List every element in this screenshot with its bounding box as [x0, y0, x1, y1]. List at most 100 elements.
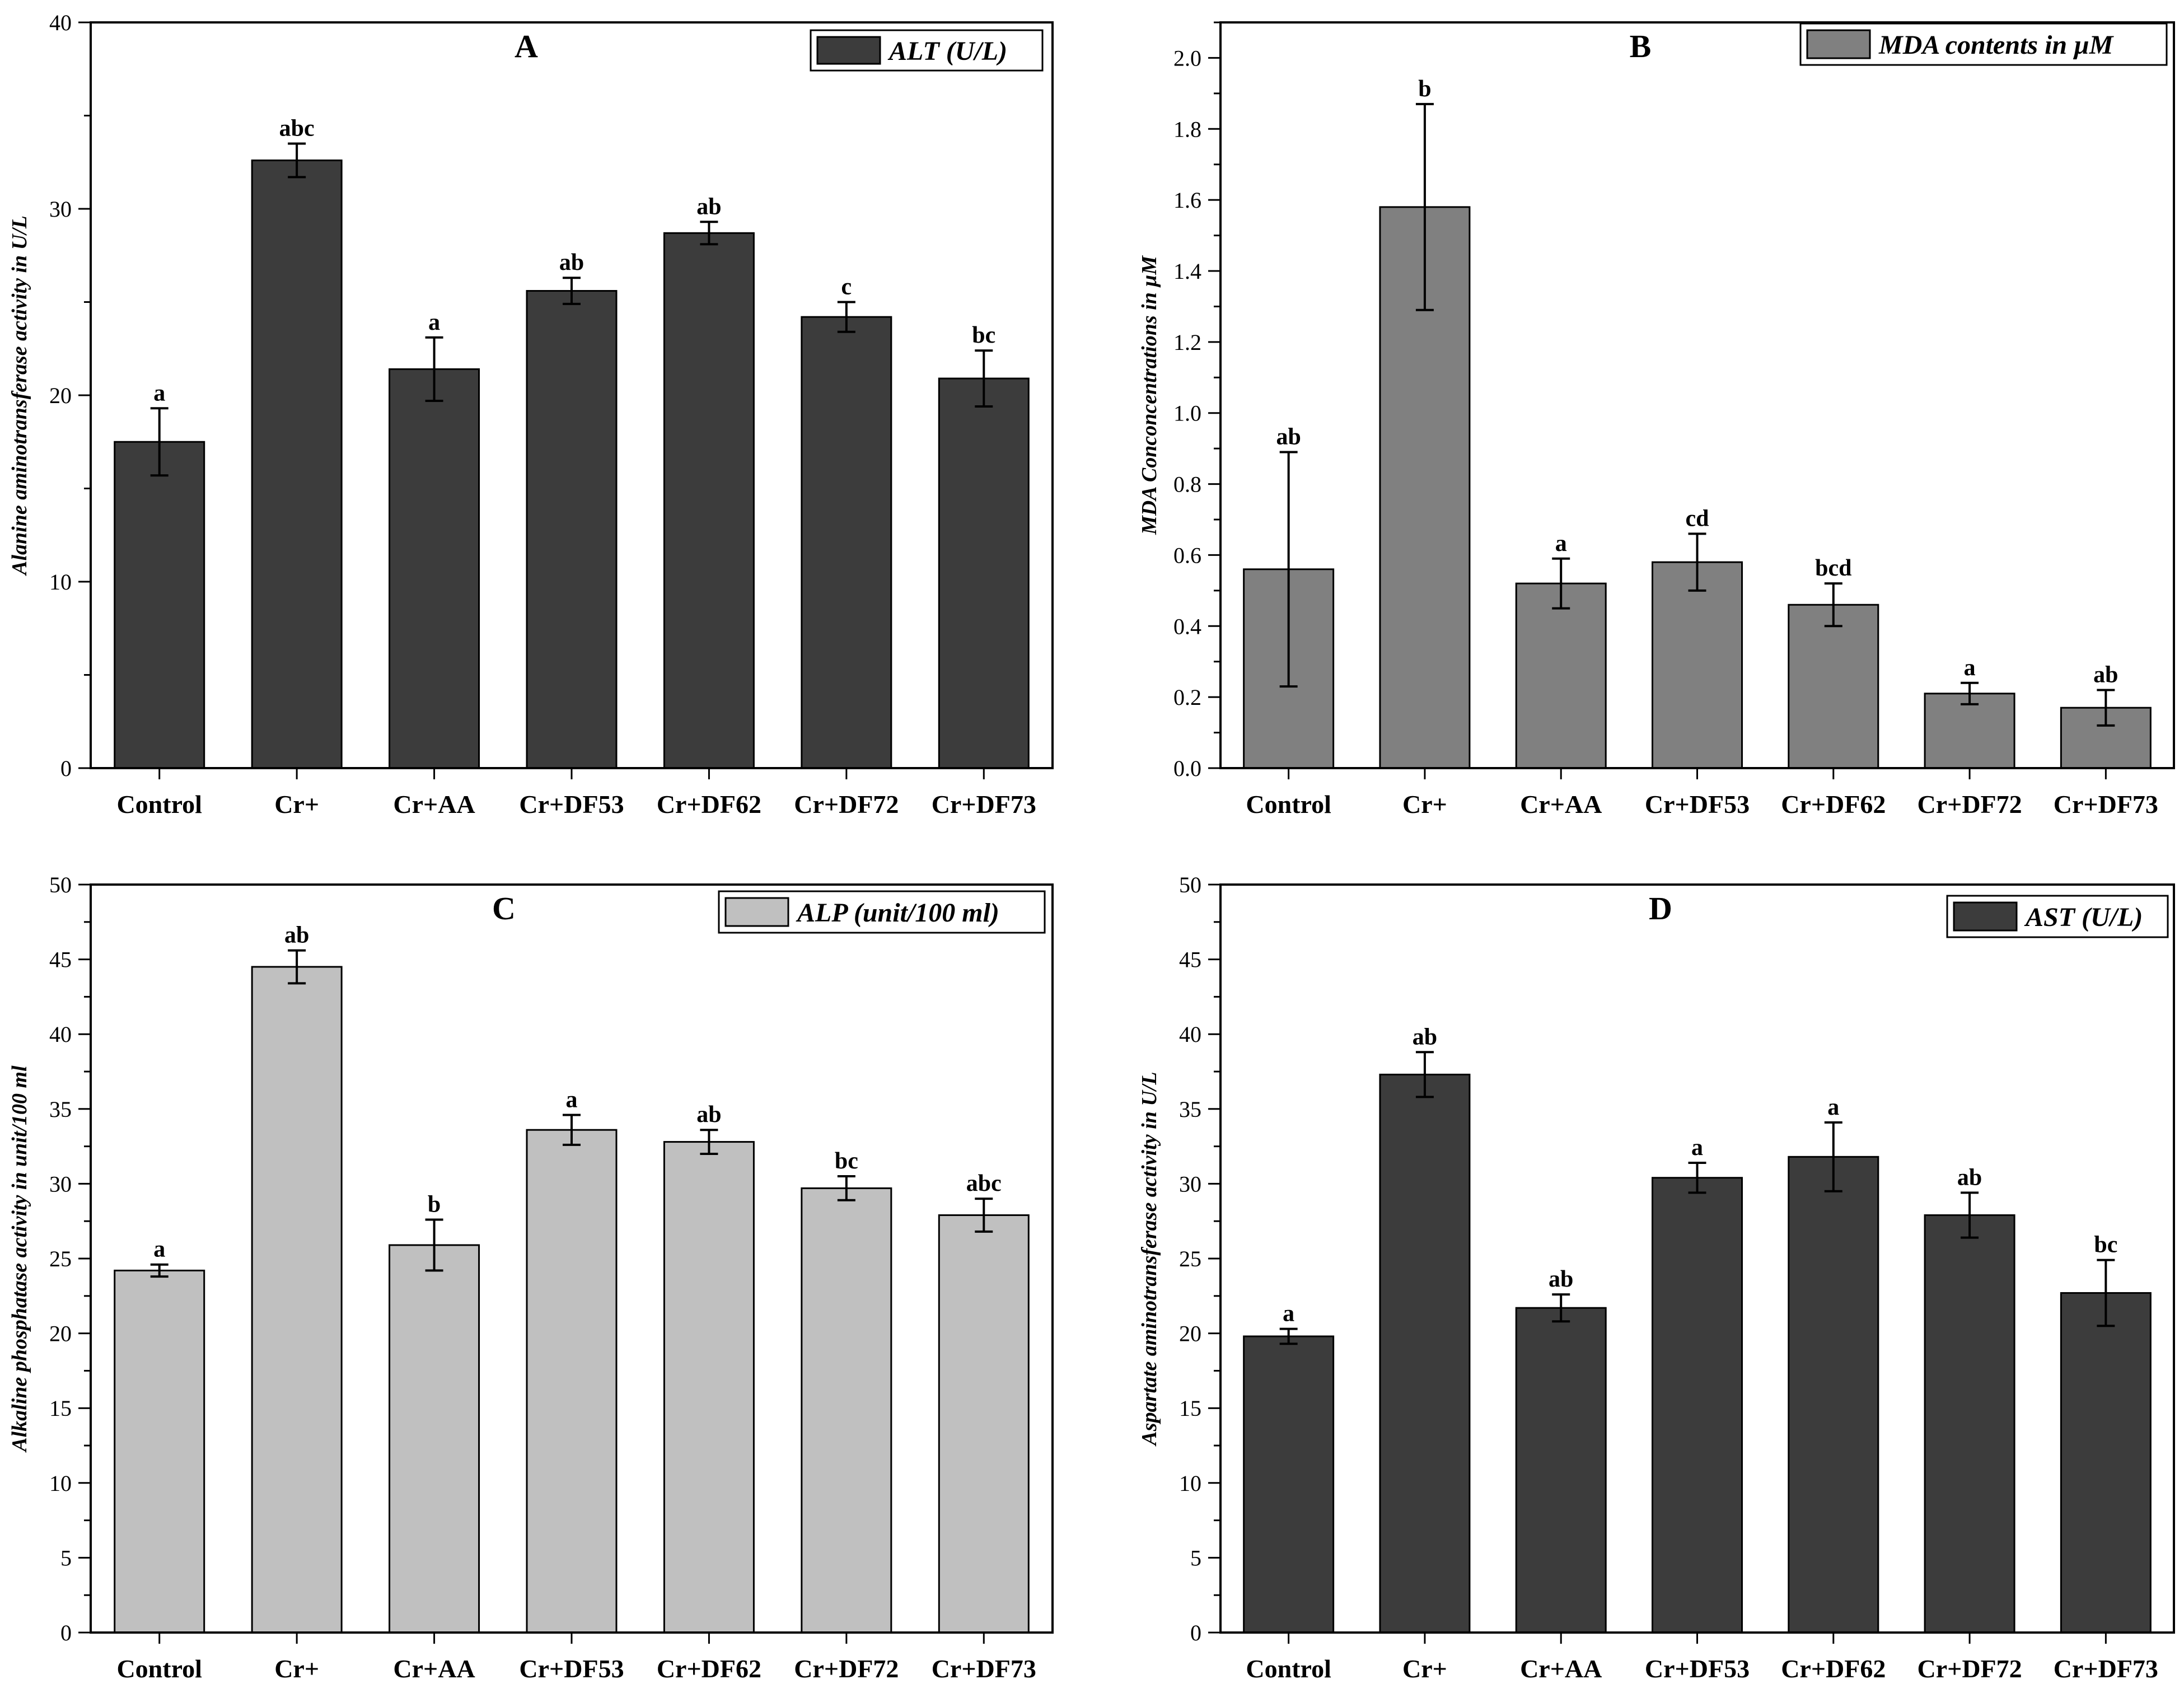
chart-b-category-label: Cr+	[1402, 790, 1447, 819]
chart-b-ytick-label: 0.2	[1173, 685, 1201, 710]
chart-d-ytick-label: 20	[1179, 1321, 1201, 1346]
chart-c-panel-letter: C	[492, 890, 516, 927]
chart-c-bar	[938, 1214, 1030, 1634]
chart-c-legend-label: ALP (unit/100 ml)	[796, 898, 999, 928]
chart-d-ytick-label: 50	[1179, 872, 1201, 897]
chart-b-ytick-label: 0.0	[1173, 756, 1201, 781]
chart-a-bar	[801, 316, 892, 769]
chart-b-significance-label: cd	[1686, 506, 1709, 531]
chart-b-bar	[1924, 693, 2015, 769]
chart-d-ytick-label: 45	[1179, 947, 1201, 972]
chart-d-bar	[1924, 1214, 2015, 1634]
chart-d-significance-label: bc	[2094, 1232, 2117, 1258]
chart-a-category-label: Cr+DF73	[932, 790, 1036, 819]
chart-a-significance-label: bc	[972, 322, 995, 348]
chart-b-frame	[1219, 21, 2175, 769]
chart-b-ylabel: MDA Conconcentrations in µM	[1138, 255, 1161, 535]
chart-c-ytick-label: 25	[49, 1246, 72, 1271]
chart-c-ytick-label: 20	[49, 1321, 72, 1346]
chart-c-bar	[526, 1129, 618, 1634]
chart-b: 0.00.20.40.60.81.01.21.41.61.82.0abContr…	[1138, 21, 2175, 819]
chart-c-category-label: Cr+DF73	[932, 1654, 1036, 1683]
chart-c-ytick-label: 0	[60, 1620, 72, 1645]
chart-c-bar	[251, 966, 343, 1634]
chart-b-legend-label: MDA contents in µM	[1878, 30, 2115, 60]
chart-b-ytick-label: 1.6	[1173, 188, 1201, 213]
chart-d-category-label: Cr+DF53	[1645, 1654, 1750, 1683]
chart-d: 0 5 10 15 20 25 30 35 40 45 50 a Control ab Cr+ ab Cr+AA…	[1138, 872, 2175, 1683]
chart-b-ytick-label: 1.2	[1173, 330, 1201, 355]
chart-a-ylabel: Alanine aminotransferase activity in U/L	[8, 216, 31, 576]
chart-a-ytick-label: 40	[49, 10, 72, 35]
chart-d-ytick-label: 10	[1179, 1471, 1201, 1496]
chart-c-significance-label: ab	[696, 1102, 721, 1128]
chart-d-bar	[2060, 1292, 2152, 1634]
chart-b-category-label: Cr+DF72	[1917, 790, 2022, 819]
chart-d-bar	[1379, 1073, 1471, 1634]
chart-d-category-label: Cr+	[1402, 1654, 1447, 1683]
chart-a-legend-swatch	[816, 36, 881, 65]
chart-b-bar	[1788, 604, 1879, 769]
chart-d-significance-label: ab	[1549, 1266, 1573, 1292]
chart-a-category-label: Cr+AA	[393, 790, 475, 819]
chart-a-legend-label: ALT (U/L)	[887, 36, 1007, 66]
chart-c-ytick-label: 5	[60, 1545, 72, 1570]
chart-b-category-label: Cr+AA	[1520, 790, 1602, 819]
chart-a-ytick-label: 0	[60, 756, 72, 781]
chart-d-bar	[1243, 1335, 1335, 1634]
chart-c-ytick-label: 40	[49, 1022, 72, 1047]
chart-c-significance-label: bc	[835, 1148, 858, 1174]
chart-a-bar	[114, 441, 205, 769]
chart-b-bar	[1652, 561, 1743, 769]
chart-d-panel-letter: D	[1649, 890, 1672, 927]
chart-c-ytick-label: 50	[49, 872, 72, 897]
chart-a-category-label: Cr+DF72	[794, 790, 899, 819]
chart-d-ytick-label: 40	[1179, 1022, 1201, 1047]
chart-c-significance-label: a	[153, 1237, 165, 1262]
chart-c-ytick-label: 35	[49, 1097, 72, 1122]
chart-a-bar	[938, 377, 1030, 769]
chart-c-category-label: Cr+AA	[393, 1654, 475, 1683]
chart-a-panel-letter: A	[515, 28, 538, 64]
chart-c-bar	[663, 1141, 755, 1634]
chart-b-category-label: Cr+DF73	[2054, 790, 2158, 819]
chart-c-ylabel: Alkaline phosphatase activity in unit/10…	[8, 1065, 31, 1453]
chart-d-frame	[1219, 883, 2175, 1634]
chart-b-significance-label: bcd	[1815, 555, 1851, 581]
chart-c-category-label: Cr+DF72	[794, 1654, 899, 1683]
chart-c-significance-label: ab	[284, 923, 309, 948]
chart-a-bar	[251, 159, 343, 769]
chart-c-category-label: Cr+DF62	[657, 1654, 761, 1683]
chart-b-ytick-label: 0.6	[1173, 542, 1201, 568]
chart-d-bar	[1788, 1156, 1879, 1634]
chart-a-bar	[663, 232, 755, 769]
chart-c-category-label: Control	[116, 1654, 202, 1683]
chart-a-category-label: Cr+DF62	[657, 790, 761, 819]
chart-d-ylabel: Aspartate aminotransferase activity in U…	[1138, 1072, 1161, 1446]
chart-d-ytick-label: 35	[1179, 1097, 1201, 1122]
chart-b-ytick-label: 1.0	[1173, 401, 1201, 426]
chart-d-ytick-label: 15	[1179, 1396, 1201, 1421]
chart-b-ytick-label: 2.0	[1173, 45, 1201, 71]
chart-d-category-label: Cr+DF72	[1917, 1654, 2022, 1683]
chart-d-ytick-label: 0	[1190, 1620, 1201, 1645]
chart-c-ytick-label: 30	[49, 1171, 72, 1196]
chart-d-significance-label: a	[1827, 1095, 1839, 1120]
chart-d-significance-label: ab	[1957, 1164, 1982, 1190]
chart-b-significance-label: ab	[2093, 662, 2118, 688]
chart-b-category-label: Control	[1246, 790, 1331, 819]
chart-c-frame	[90, 883, 1054, 1634]
chart-a-category-label: Cr+	[274, 790, 319, 819]
chart-b-ytick-label: 1.4	[1173, 259, 1201, 284]
chart-c-significance-label: a	[566, 1087, 578, 1112]
chart-b-significance-label: ab	[1276, 424, 1301, 450]
chart-d-significance-label: ab	[1413, 1024, 1437, 1050]
chart-b-ytick-label: 0.8	[1173, 472, 1201, 497]
chart-d-significance-label: a	[1691, 1135, 1703, 1161]
chart-d-ytick-label: 25	[1179, 1246, 1201, 1271]
chart-b-category-label: Cr+DF53	[1645, 790, 1750, 819]
chart-a-significance-label: abc	[279, 115, 315, 141]
chart-c-bar	[389, 1244, 480, 1634]
chart-a: 010203040aControlabcCr+aCr+AAabCr+DF53ab…	[8, 10, 1054, 819]
